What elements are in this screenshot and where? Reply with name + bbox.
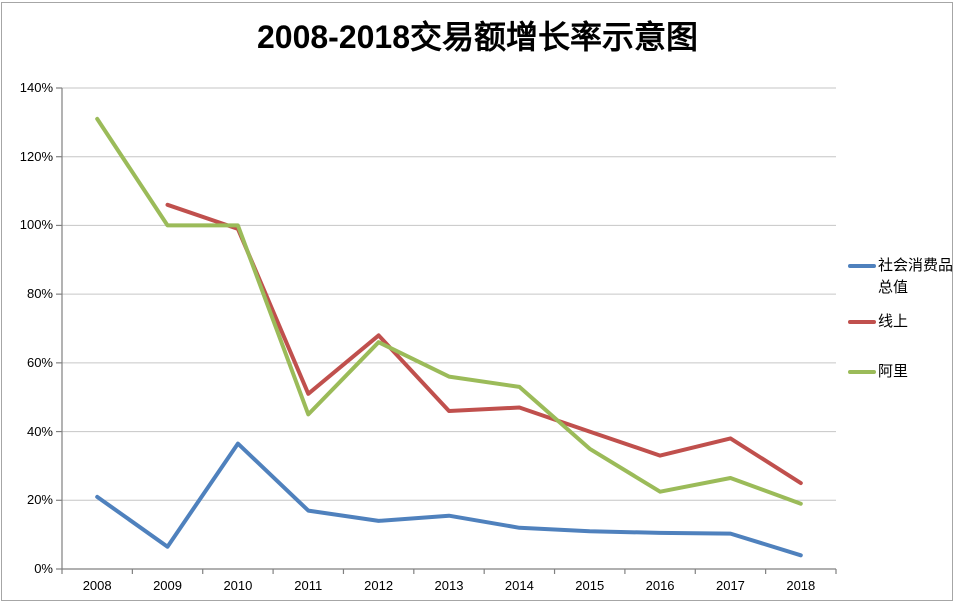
x-axis-label: 2015 xyxy=(575,578,605,593)
legend-marker-line-icon xyxy=(848,320,876,324)
y-axis-label: 80% xyxy=(26,286,53,302)
legend-marker-line-icon xyxy=(848,264,876,268)
y-axis-label: 20% xyxy=(26,492,53,508)
y-axis-label: 0% xyxy=(34,561,53,576)
x-axis-label: 2016 xyxy=(645,578,675,593)
legend-label: 社会消费品总值 xyxy=(878,257,954,296)
y-axis-label: 40% xyxy=(26,423,53,439)
x-axis-label: 2010 xyxy=(223,578,253,593)
y-axis-label: 140% xyxy=(19,80,53,95)
y-axis-label: 100% xyxy=(19,217,53,233)
chart-title: 2008-2018交易额增长率示意图 xyxy=(256,19,699,55)
legend-item-consumer-goods: 社会消费品总值 xyxy=(848,255,954,299)
legend-label: 阿里 xyxy=(878,363,909,380)
x-axis-label: 2013 xyxy=(434,578,464,593)
x-axis-label: 2008 xyxy=(82,578,112,593)
x-axis-label: 2018 xyxy=(786,578,816,593)
y-axis-label: 120% xyxy=(19,148,53,164)
series-line-1 xyxy=(165,202,803,486)
x-axis-label: 2011 xyxy=(294,578,323,593)
series-line-0 xyxy=(95,441,803,558)
x-axis-label: 2017 xyxy=(715,578,745,593)
x-axis-label: 2012 xyxy=(364,578,394,593)
x-axis-label: 2014 xyxy=(504,578,534,593)
legend-marker-line-icon xyxy=(848,370,876,374)
legend-item-alibaba: 阿里 xyxy=(848,361,908,383)
series-line-2 xyxy=(95,116,803,506)
legend-label: 线上 xyxy=(878,313,909,330)
y-axis-label: 60% xyxy=(26,354,53,370)
x-axis-label: 2009 xyxy=(153,578,182,593)
legend-item-online: 线上 xyxy=(848,311,908,333)
